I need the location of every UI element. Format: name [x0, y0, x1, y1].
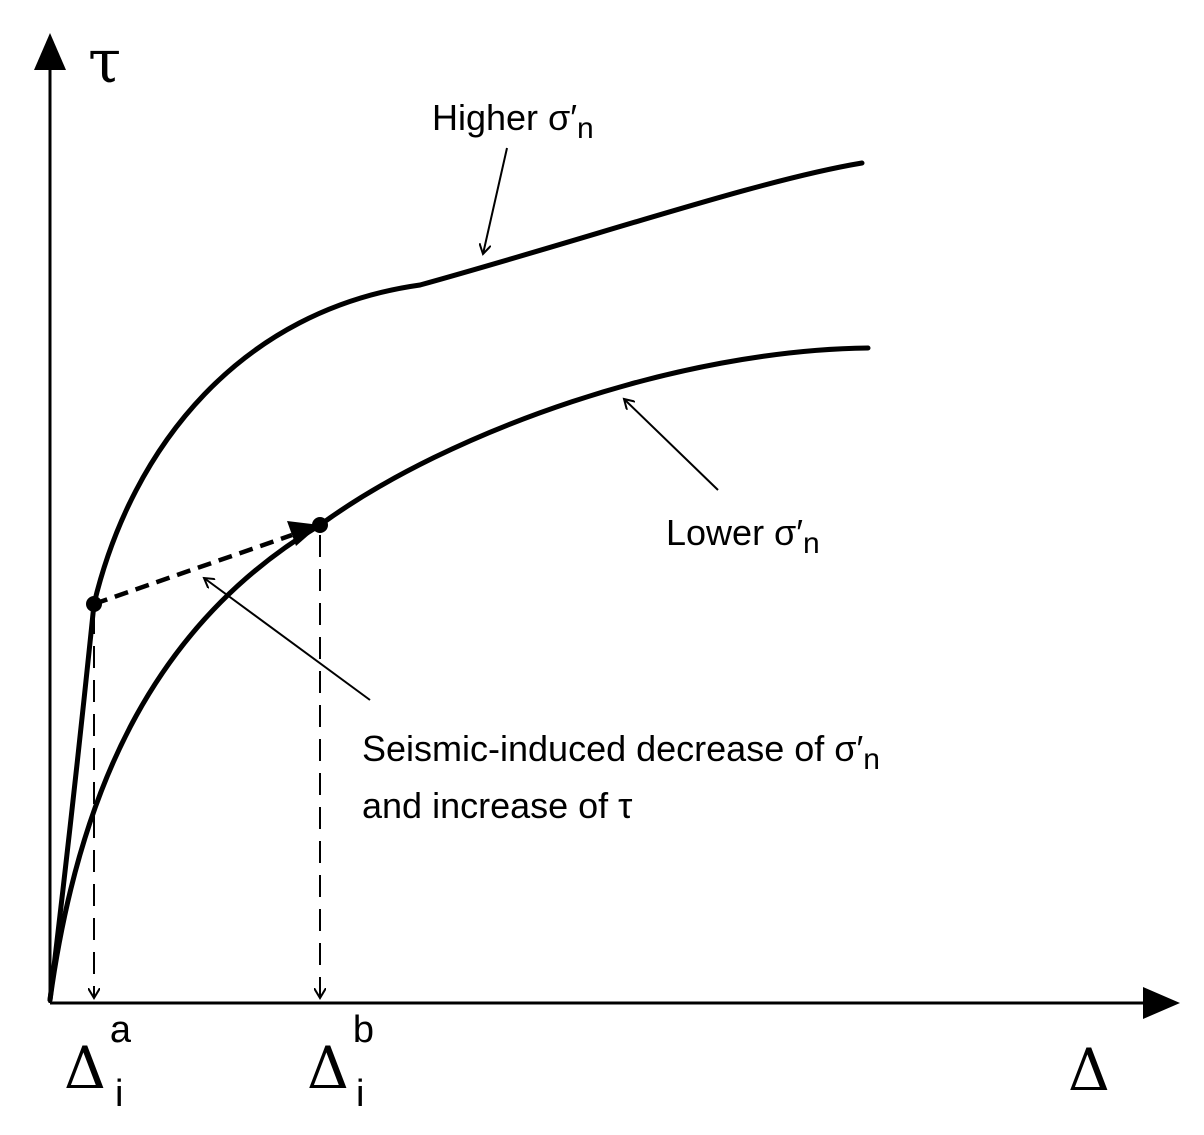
y-axis-label: τ [88, 27, 121, 97]
y-axis-arrowhead [34, 33, 66, 70]
higher-label-leader [483, 147, 508, 254]
lower-stress-label: Lower σ′n [666, 512, 820, 560]
annotation-line-2: and increase of τ [362, 785, 632, 826]
annotation-line-1: Seismic-induced decrease of σ′n [362, 728, 880, 776]
x-axis-label: Δ [1068, 1036, 1110, 1104]
lower-label-leader [624, 399, 719, 491]
tick-b-base: Δ [307, 1034, 349, 1102]
tick-label-a: Δa i [64, 1009, 132, 1115]
tick-b-superscript: b [353, 1009, 374, 1051]
tick-b-subscript: i [356, 1073, 364, 1115]
annotation-leader [204, 578, 371, 701]
point-a [86, 596, 102, 612]
annotation-line-1-text: Seismic-induced decrease of σ′ [362, 728, 863, 769]
tick-a-subscript: i [115, 1073, 123, 1115]
annotation-line-1-subscript: n [863, 743, 880, 776]
lower-stress-curve [47, 345, 871, 1003]
tick-label-b: Δb i [307, 1009, 374, 1115]
transition-arrowhead [287, 521, 320, 546]
higher-stress-label-text: Higher σ′ [432, 97, 577, 138]
x-axis-arrowhead [1143, 987, 1180, 1019]
point-b [312, 517, 328, 533]
transition-dashed-arrow [93, 532, 293, 607]
lower-stress-label-text: Lower σ′ [666, 512, 803, 553]
tick-a-base: Δ [64, 1034, 106, 1102]
higher-stress-curve [47, 160, 865, 1003]
lower-stress-label-subscript: n [803, 527, 820, 560]
higher-stress-label-subscript: n [577, 112, 594, 145]
tick-a-superscript: a [110, 1009, 132, 1051]
higher-stress-label: Higher σ′n [432, 97, 594, 145]
